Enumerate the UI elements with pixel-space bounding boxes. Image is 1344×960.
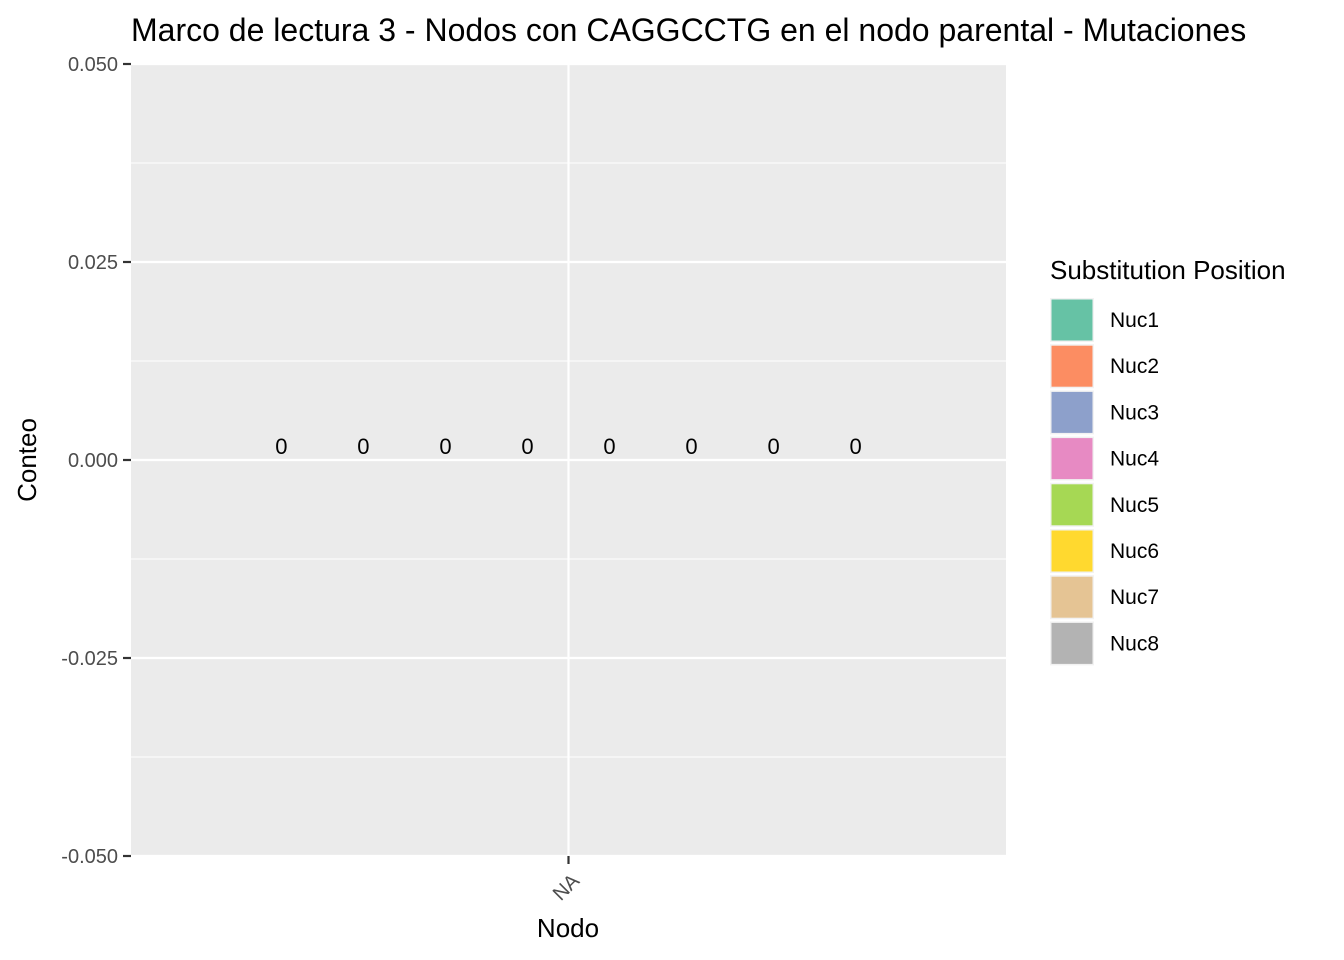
- x-axis: NA: [549, 856, 585, 906]
- legend-swatch-nuc7: [1051, 576, 1093, 618]
- data-label-nuc5: 0: [603, 434, 615, 459]
- legend-swatch-nuc2: [1051, 345, 1093, 387]
- chart-title: Marco de lectura 3 - Nodos con CAGGCCTG …: [131, 12, 1246, 48]
- data-label-nuc2: 0: [357, 434, 369, 459]
- data-labels: 0 0 0 0 0 0 0 0: [275, 434, 861, 459]
- legend-items: Nuc1 Nuc2 Nuc3 Nuc4 Nuc5 Nuc6 Nuc7 Nuc8: [1050, 298, 1159, 666]
- y-tick-label: 0.050: [68, 54, 118, 76]
- legend-label-nuc6: Nuc6: [1110, 540, 1159, 563]
- data-label-nuc7: 0: [767, 434, 779, 459]
- y-tick-label: 0.025: [68, 252, 118, 274]
- data-label-nuc4: 0: [521, 434, 533, 459]
- y-tick-label: 0.000: [68, 450, 118, 472]
- y-axis: 0.050 0.025 0.000 -0.025 -0.050: [61, 54, 131, 868]
- data-label-nuc1: 0: [275, 434, 287, 459]
- y-axis-title: Conteo: [12, 418, 42, 502]
- data-label-nuc8: 0: [849, 434, 861, 459]
- legend-label-nuc1: Nuc1: [1110, 309, 1159, 332]
- data-label-nuc6: 0: [685, 434, 697, 459]
- x-axis-title: Nodo: [537, 913, 599, 943]
- x-tick-label: NA: [549, 870, 585, 906]
- legend-label-nuc5: Nuc5: [1110, 494, 1159, 517]
- legend-title: Substitution Position: [1050, 255, 1286, 285]
- data-label-nuc3: 0: [439, 434, 451, 459]
- legend-label-nuc4: Nuc4: [1110, 448, 1159, 471]
- legend-swatch-nuc3: [1051, 391, 1093, 433]
- legend-label-nuc2: Nuc2: [1110, 355, 1159, 378]
- legend-label-nuc3: Nuc3: [1110, 401, 1159, 424]
- legend-swatch-nuc6: [1051, 530, 1093, 572]
- y-tick-label: -0.025: [61, 648, 118, 670]
- y-tick-label: -0.050: [61, 846, 118, 868]
- legend-label-nuc8: Nuc8: [1110, 632, 1159, 655]
- legend-label-nuc7: Nuc7: [1110, 586, 1159, 609]
- legend: Substitution Position Nuc1Nuc2Nuc3Nuc4Nu…: [1050, 255, 1286, 666]
- legend-swatch-nuc8: [1051, 622, 1093, 664]
- legend-swatch-nuc4: [1051, 438, 1093, 480]
- legend-swatch-nuc5: [1051, 484, 1093, 526]
- legend-swatch-nuc1: [1051, 299, 1093, 341]
- grid-lines: [131, 62, 1006, 858]
